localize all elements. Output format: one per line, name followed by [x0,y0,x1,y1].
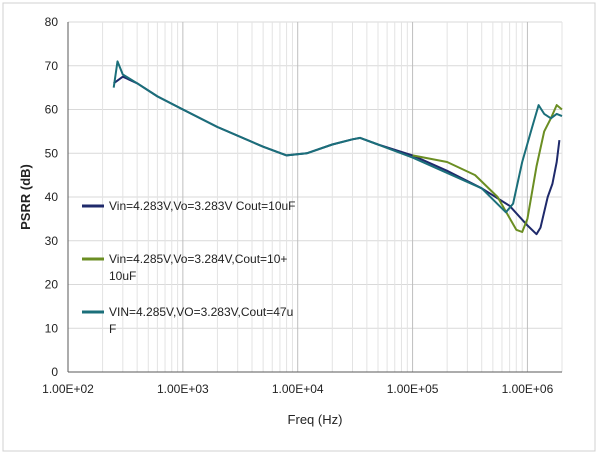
y-tick-label: 0 [51,365,58,379]
axes [67,22,562,373]
y-tick-label: 70 [45,59,59,73]
y-tick-label: 40 [45,190,59,204]
legend-label-3: F [109,322,116,336]
y-tick-label: 60 [45,103,59,117]
series-lines [112,60,563,236]
y-tick-label: 50 [45,146,59,160]
series-line-3 [112,60,563,214]
y-tick-label: 80 [45,15,59,29]
x-tick-label: 1.00E+05 [387,382,439,396]
tick-labels: 0 10 20 30 40 50 60 70 80 1.00E+02 1.00E+03 1.00E+0… [42,15,553,396]
x-tick-label: 1.00E+03 [157,382,209,396]
y-tick-label: 20 [45,278,59,292]
series-line-2 [412,104,563,233]
x-tick-label: 1.00E+02 [42,382,94,396]
legend-label-3: VIN=4.285V,VO=3.283V,Cout=47u [109,305,293,319]
x-tick-label: 1.00E+04 [272,382,324,396]
legend-label-1: Vin=4.283V,Vo=3.283V Cout=10uF [109,199,296,213]
x-tick-label: 1.00E+06 [502,382,554,396]
legend-label-2: Vin=4.285V,Vo=3.284V,Cout=10+ [109,252,287,266]
grid [67,21,563,373]
legend: Vin=4.283V,Vo=3.283V Cout=10uF Vin=4.285V… [82,199,296,336]
legend-label-2: 10uF [109,269,136,283]
y-axis-title: PSRR (dB) [18,164,33,230]
y-tick-label: 10 [45,321,59,335]
x-axis-title: Freq (Hz) [288,412,343,427]
y-tick-label: 30 [45,234,59,248]
